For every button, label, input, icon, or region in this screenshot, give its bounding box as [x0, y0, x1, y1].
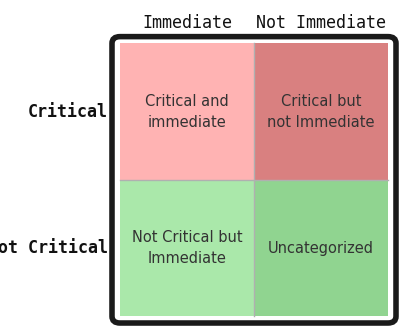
Bar	[120, 43, 254, 180]
Bar	[254, 180, 388, 316]
Bar	[254, 43, 388, 180]
Text: Not Critical but
Immediate: Not Critical but Immediate	[132, 230, 242, 266]
Bar	[120, 180, 254, 316]
Text: Not Critical: Not Critical	[0, 239, 108, 257]
Text: Critical but
not Immediate: Critical but not Immediate	[267, 94, 375, 130]
Text: Critical and
immediate: Critical and immediate	[145, 94, 229, 130]
Text: Uncategorized: Uncategorized	[268, 240, 374, 256]
Text: Not Immediate: Not Immediate	[256, 14, 386, 32]
Text: Immediate: Immediate	[142, 14, 232, 32]
Text: Critical: Critical	[28, 103, 108, 121]
